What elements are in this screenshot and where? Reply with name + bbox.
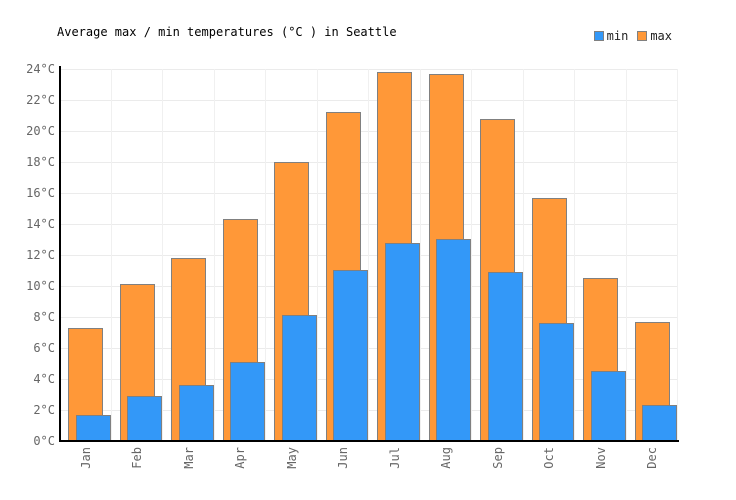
- gridline-vertical: [471, 69, 472, 441]
- gridline-vertical: [214, 69, 215, 441]
- y-axis-tick-label: 24°C: [26, 62, 55, 76]
- x-axis-tick-label: Aug: [439, 447, 454, 469]
- bar-min-feb[interactable]: [127, 396, 162, 441]
- bar-min-aug[interactable]: [436, 239, 471, 441]
- gridline-vertical: [523, 69, 524, 441]
- gridline-vertical: [677, 69, 678, 441]
- y-axis-tick-label: 10°C: [26, 279, 55, 293]
- gridline-horizontal: [60, 255, 678, 256]
- bar-min-apr[interactable]: [230, 362, 265, 441]
- legend: min max: [593, 29, 672, 43]
- bar-min-jul[interactable]: [384, 243, 420, 441]
- gridline-horizontal: [60, 348, 678, 349]
- gridline-vertical: [368, 69, 369, 441]
- x-axis-tick-label: Dec: [645, 447, 660, 469]
- x-axis-tick-label: May: [284, 447, 299, 469]
- bar-min-dec[interactable]: [642, 405, 677, 441]
- gridline-horizontal: [60, 162, 678, 163]
- plot-area: [60, 69, 678, 441]
- y-axis-tick-label: 6°C: [33, 341, 55, 355]
- gridline-horizontal: [60, 379, 678, 380]
- y-axis-tick-label: 22°C: [26, 93, 55, 107]
- gridline-horizontal: [60, 286, 678, 287]
- bar-min-oct[interactable]: [539, 323, 574, 441]
- x-axis-tick-label: Nov: [593, 447, 608, 469]
- x-axis-line: [59, 440, 679, 442]
- legend-item-min[interactable]: min: [593, 29, 629, 43]
- bar-min-jan[interactable]: [75, 415, 111, 441]
- gridline-horizontal: [60, 317, 678, 318]
- chart-title: Average max / min temperatures (°C ) in …: [57, 25, 397, 39]
- bar-min-sep[interactable]: [487, 272, 523, 441]
- y-axis-tick-label: 12°C: [26, 248, 55, 262]
- y-axis-tick-label: 8°C: [33, 310, 55, 324]
- gridline-horizontal: [60, 69, 678, 70]
- gridline-vertical: [265, 69, 266, 441]
- bar-min-jun[interactable]: [333, 270, 368, 441]
- x-axis-tick-label: Oct: [542, 447, 557, 469]
- gridline-vertical: [626, 69, 627, 441]
- x-axis-tick-label: Jan: [78, 447, 93, 469]
- x-axis-tick-label: Jul: [387, 447, 402, 469]
- gridline-vertical: [162, 69, 163, 441]
- y-axis-tick-label: 2°C: [33, 403, 55, 417]
- y-axis-tick-label: 0°C: [33, 434, 55, 448]
- gridline-vertical: [111, 69, 112, 441]
- y-axis-tick-label: 16°C: [26, 186, 55, 200]
- x-axis-tick-label: Mar: [181, 447, 196, 469]
- legend-swatch-max-icon: [637, 31, 648, 41]
- gridline-horizontal: [60, 410, 678, 411]
- gridline-horizontal: [60, 131, 678, 132]
- gridline-vertical: [574, 69, 575, 441]
- y-axis-tick-label: 20°C: [26, 124, 55, 138]
- legend-item-max[interactable]: max: [637, 29, 672, 43]
- gridline-horizontal: [60, 193, 678, 194]
- bar-min-may[interactable]: [281, 315, 317, 441]
- y-axis-tick-label: 4°C: [33, 372, 55, 386]
- legend-swatch-min-icon: [593, 31, 604, 41]
- y-axis-tick-label: 14°C: [26, 217, 55, 231]
- gridline-vertical: [420, 69, 421, 441]
- gridline-vertical: [317, 69, 318, 441]
- y-axis-tick-label: 18°C: [26, 155, 55, 169]
- legend-label-min: min: [606, 29, 629, 43]
- bar-min-nov[interactable]: [590, 371, 626, 441]
- x-axis-tick-label: Sep: [490, 447, 505, 469]
- y-axis-line: [59, 66, 61, 442]
- x-axis-tick-label: Apr: [233, 447, 248, 469]
- legend-label-max: max: [650, 29, 672, 43]
- gridline-horizontal: [60, 100, 678, 101]
- x-axis-tick-label: Feb: [130, 447, 145, 469]
- gridline-horizontal: [60, 224, 678, 225]
- x-axis-tick-label: Jun: [336, 447, 351, 469]
- bar-min-mar[interactable]: [178, 385, 214, 441]
